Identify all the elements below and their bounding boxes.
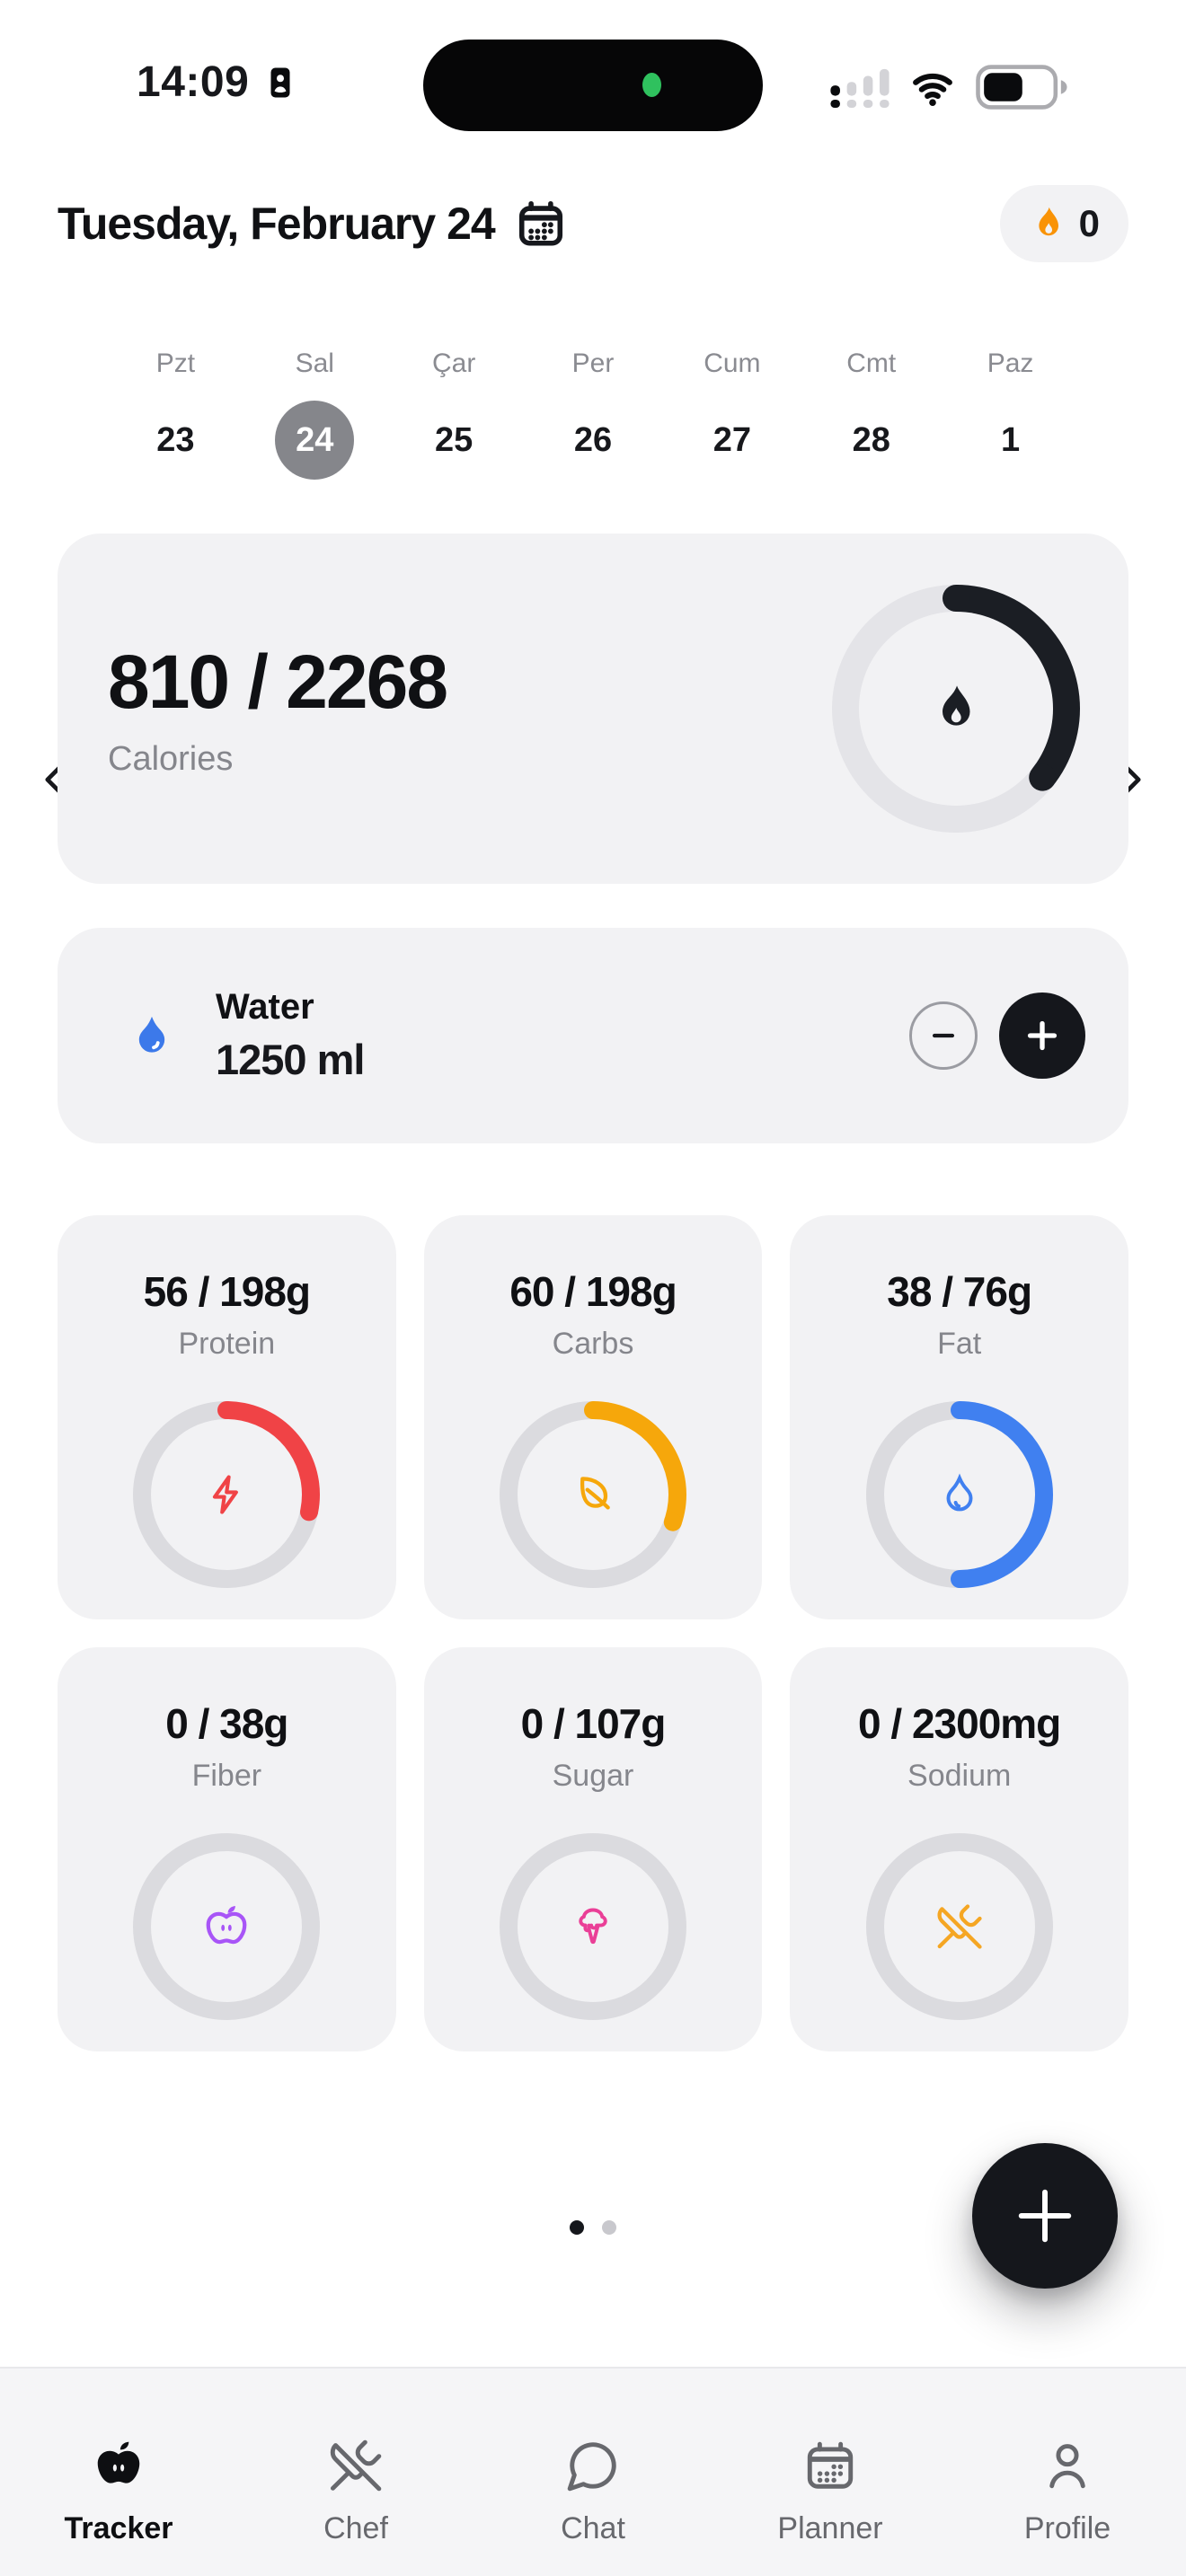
tab-tracker[interactable]: Tracker [0,2406,237,2576]
tab-chef[interactable]: Chef [237,2406,474,2576]
add-food-fab[interactable] [972,2143,1118,2289]
carbs-card: 60 / 198g Carbs [423,1215,763,1619]
streak-count: 0 [1078,202,1100,244]
plus-icon [1007,2178,1083,2254]
calories-card: 810 / 2268 Calories [58,534,1128,884]
fat-card: 38 / 76g Fat [790,1215,1128,1619]
calendar-outline-icon [712,2436,949,2495]
page-dot-2[interactable] [602,2220,616,2235]
flame-icon [928,679,984,738]
fat-progress-ring [865,1401,1053,1588]
zap-icon [203,1469,250,1520]
tab-profile[interactable]: Profile [949,2406,1186,2576]
water-card: Water 1250 ml [58,928,1128,1143]
header: Tuesday, February 24 0 [58,185,1128,262]
calories-progress-ring [832,585,1080,833]
tab-chat[interactable]: Chat [474,2406,712,2576]
apple-filled-icon [0,2436,237,2495]
water-amount: 1250 ml [216,1036,365,1083]
day-cell-pzt[interactable]: Pzt 23 [155,348,196,459]
day-cell-car[interactable]: Çar 25 [431,348,476,459]
water-increase-button[interactable] [999,992,1085,1079]
page-title: Tuesday, February 24 [58,198,496,249]
utensils-crossed-icon [237,2436,474,2495]
sodium-progress-ring [865,1833,1053,2020]
carbs-progress-ring [499,1401,686,1588]
sodium-card: 0 / 2300mg Sodium [790,1647,1128,2051]
user-icon [949,2436,1186,2495]
previous-week-button[interactable] [27,751,84,808]
fiber-card: 0 / 38g Fiber [58,1647,396,2051]
streak-badge[interactable]: 0 [999,185,1128,262]
fiber-progress-ring [133,1833,321,2020]
day-cell-paz[interactable]: Paz 1 [987,348,1034,459]
week-selector: Pzt 23 Sal 24 Çar 25 Per 26 Cum 27 Cmt 2… [0,348,1186,796]
wifi-icon [907,67,958,107]
sugar-card: 0 / 107g Sugar [423,1647,763,2051]
page-dot-1[interactable] [570,2220,584,2235]
water-label: Water [216,987,314,1027]
chat-bubble-icon [474,2436,712,2495]
page-indicator[interactable] [0,2220,1186,2235]
status-time-wrap: 14:09 [137,57,299,107]
minus-icon [928,1020,959,1051]
cellular-signal-icon [830,66,890,108]
ice-cream-icon [571,1901,615,1953]
tab-bar: Tracker Chef Chat [0,2367,1186,2576]
water-decrease-button[interactable] [909,1001,978,1070]
status-icons [830,65,1069,110]
day-cell-cum[interactable]: Cum 27 [704,348,761,459]
battery-icon [976,65,1069,110]
protein-card: 56 / 198g Protein [58,1215,396,1619]
utensils-icon [935,1901,984,1952]
dynamic-island [423,40,763,131]
day-cell-cmt[interactable]: Cmt 28 [846,348,897,459]
status-contact-icon [261,61,299,104]
camera-indicator-dot [642,73,661,97]
calendar-icon[interactable] [515,197,567,251]
droplet-icon [937,1469,982,1520]
day-cell-per[interactable]: Per 26 [571,348,615,459]
sugar-progress-ring [499,1833,686,2020]
day-cell-sal-selected[interactable]: Sal 24 [245,348,385,480]
tab-planner[interactable]: Planner [712,2406,949,2576]
water-droplet-icon [128,1006,176,1065]
calories-value: 810 / 2268 [108,640,448,724]
leaf-icon [569,1469,617,1520]
calories-label: Calories [108,740,234,778]
status-bar: 14:09 [0,0,1186,144]
macro-grid: 56 / 198g Protein 60 / 198g Carbs [58,1215,1128,2051]
flame-icon [1029,202,1068,245]
apple-icon [202,1901,251,1952]
plus-icon [1022,1015,1063,1056]
status-time: 14:09 [137,58,250,106]
protein-progress-ring [133,1401,321,1588]
next-week-button[interactable] [1102,751,1159,808]
